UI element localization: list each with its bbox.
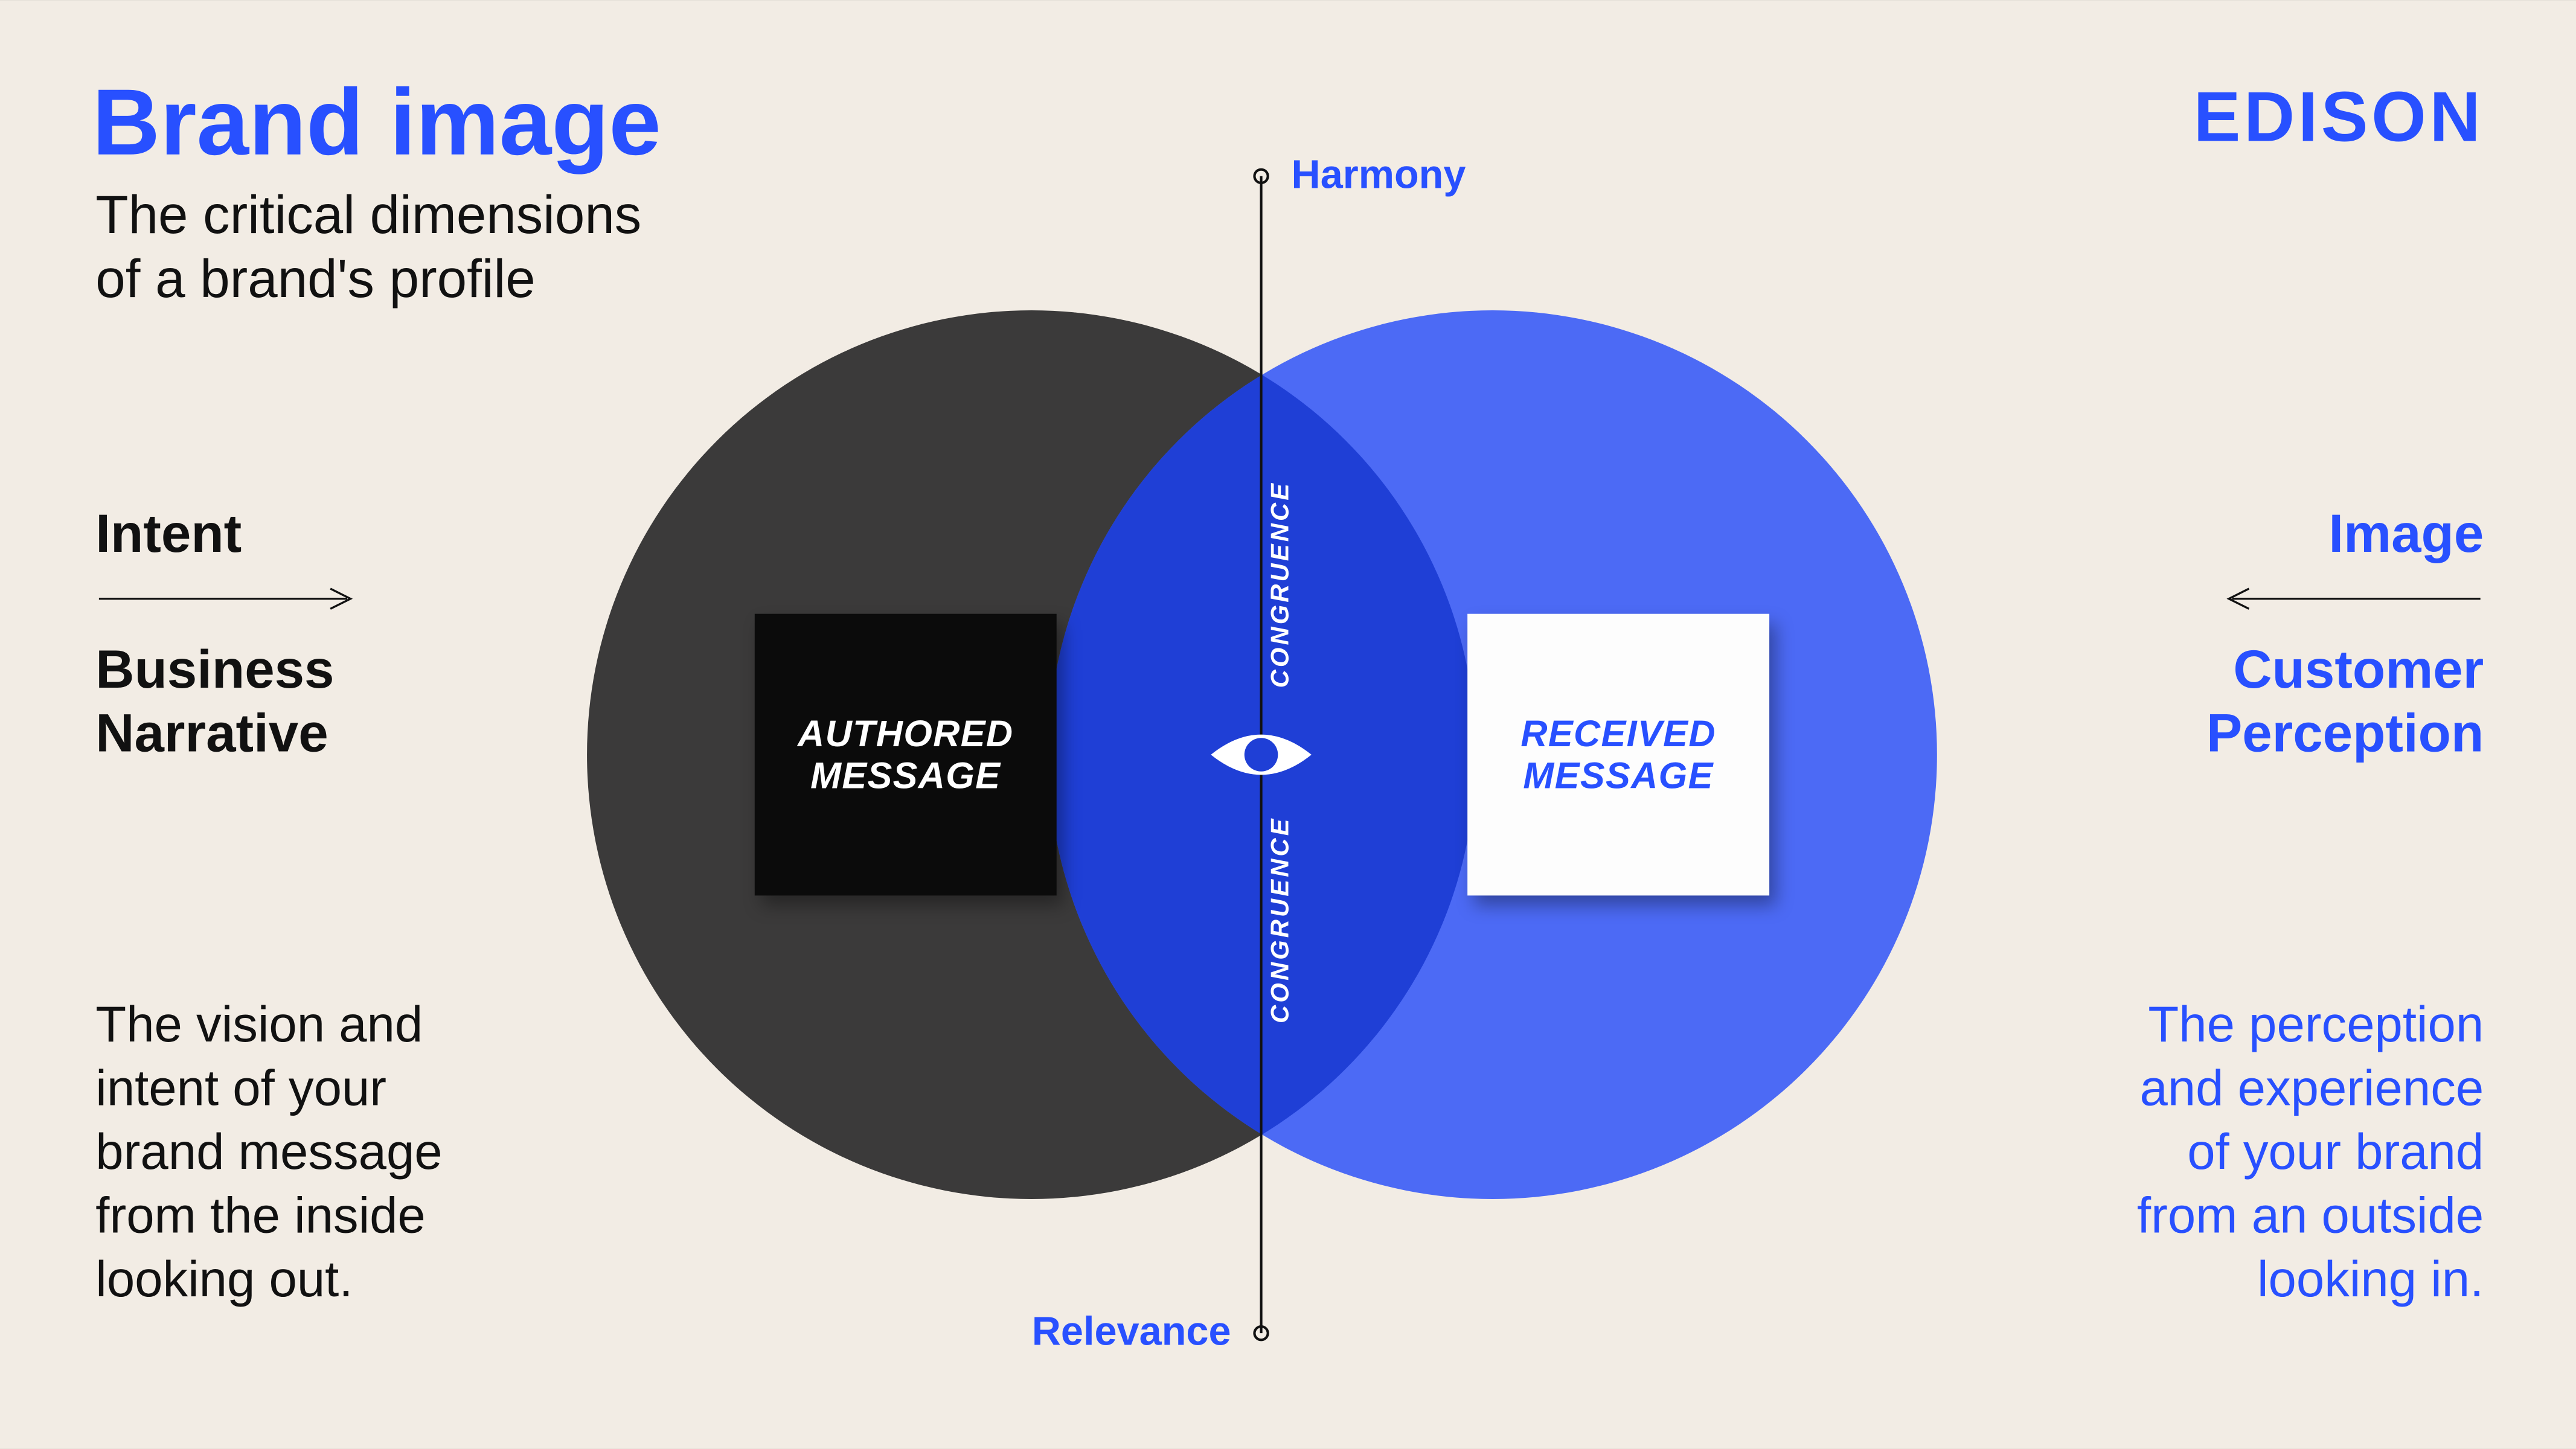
- congruence-label-upper: CONGRUENCE: [1266, 481, 1295, 688]
- sticky-left-line1: AUTHORED: [798, 712, 1013, 755]
- right-column-body-l2: and experience: [2139, 1060, 2484, 1120]
- congruence-label-lower: CONGRUENCE: [1266, 816, 1295, 1023]
- left-column-body-l5: looking out.: [95, 1251, 353, 1311]
- left-column-subhead-l1: Business: [95, 641, 334, 700]
- right-column-body-l1: The perception: [2148, 996, 2484, 1057]
- right-column-body-l4: from an outside: [2137, 1188, 2484, 1248]
- eye-icon: [1208, 721, 1315, 788]
- right-column-label: Image: [2328, 503, 2484, 565]
- sticky-left-line2: MESSAGE: [798, 755, 1013, 797]
- sticky-right-line2: MESSAGE: [1520, 755, 1716, 797]
- right-column-body-l3: of your brand: [2187, 1124, 2484, 1184]
- right-arrow-icon: [2216, 587, 2484, 610]
- left-column-body-l4: from the inside: [95, 1188, 425, 1248]
- right-column-subhead-l1: Customer: [2233, 641, 2484, 700]
- left-column-subhead-l2: Narrative: [95, 705, 328, 764]
- right-column-body-l5: looking in.: [2257, 1251, 2484, 1311]
- left-column-body-l3: brand message: [95, 1124, 442, 1184]
- left-column-body-l2: intent of your: [95, 1060, 386, 1120]
- left-column-body-l1: The vision and: [95, 996, 423, 1057]
- left-arrow-icon: [95, 587, 364, 610]
- sticky-received-message: RECEIVED MESSAGE: [1467, 614, 1769, 896]
- sticky-authored-message: AUTHORED MESSAGE: [755, 614, 1057, 896]
- sticky-right-line1: RECEIVED: [1520, 712, 1716, 755]
- axis-bottom-label: Relevance: [1032, 1310, 1231, 1357]
- left-column-label: Intent: [95, 503, 242, 565]
- axis-top-label: Harmony: [1292, 153, 1466, 200]
- right-column-subhead-l2: Perception: [2206, 705, 2484, 764]
